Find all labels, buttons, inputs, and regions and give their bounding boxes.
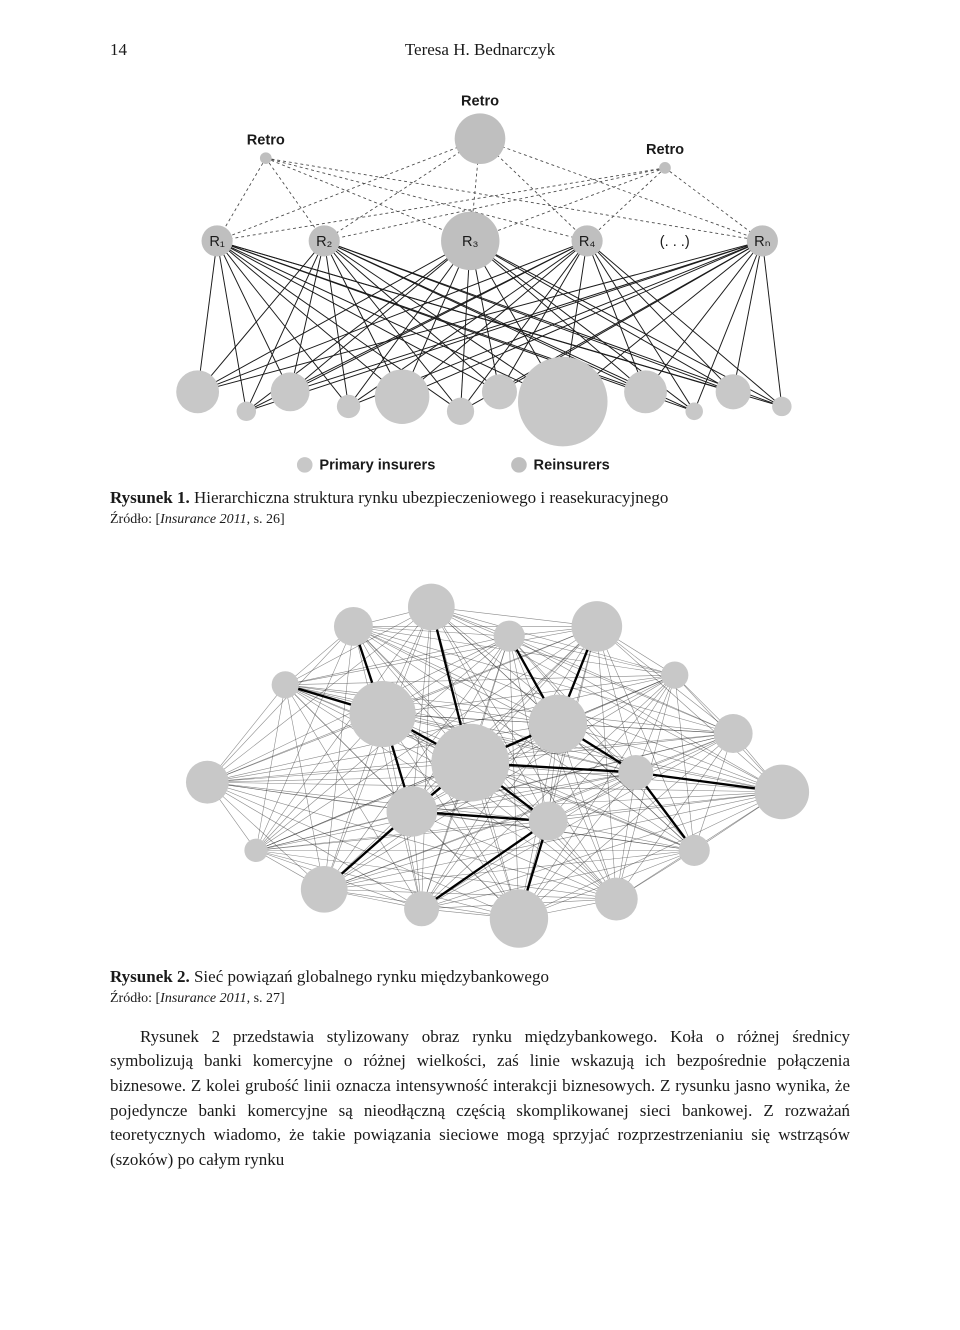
figure-2-source: Źródło: [Insurance 2011, s. 27] (110, 991, 850, 1007)
figure-2: Rysunek 2. Sieć powiązań globalnego rynk… (110, 568, 850, 1006)
body-paragraph: Rysunek 2 przedstawia stylizowany obraz … (110, 1025, 850, 1173)
svg-text:Reinsurers: Reinsurers (534, 458, 610, 474)
figure-1-svg: Retro Retro Retro R₁ R₂ R₃ R₄ (. . .) Rₙ Primary … (110, 90, 850, 479)
figure-1-source: Źródło: [Insurance 2011, s. 26] (110, 512, 850, 528)
svg-text:R₁: R₁ (209, 234, 225, 250)
figure-1-label: Rysunek 1. (110, 488, 190, 507)
svg-text:R₄: R₄ (579, 234, 596, 250)
figure-1-caption: Rysunek 1. Hierarchiczna struktura rynku… (110, 487, 850, 510)
svg-text:Primary insurers: Primary insurers (319, 458, 435, 474)
running-author: Teresa H. Bednarczyk (150, 40, 850, 60)
figure-1: Retro Retro Retro R₁ R₂ R₃ R₄ (. . .) Rₙ Primary … (110, 90, 850, 528)
running-head: 14 Teresa H. Bednarczyk (110, 40, 850, 60)
figure-2-caption-text: Sieć powiązań globalnego rynku międzyban… (194, 967, 549, 986)
svg-text:Rₙ: Rₙ (754, 234, 771, 250)
figure-2-svg (110, 568, 850, 957)
figure-1-caption-text: Hierarchiczna struktura rynku ubezpiecze… (194, 488, 668, 507)
svg-text:Retro: Retro (646, 142, 684, 158)
paragraph-text: Rysunek 2 przedstawia stylizowany obraz … (110, 1025, 850, 1173)
svg-text:(. . .): (. . .) (660, 234, 690, 250)
figure-2-caption: Rysunek 2. Sieć powiązań globalnego rynk… (110, 966, 850, 989)
svg-text:R₂: R₂ (316, 234, 332, 250)
figure-2-label: Rysunek 2. (110, 967, 190, 986)
svg-text:R₃: R₃ (462, 234, 479, 250)
svg-text:Retro: Retro (461, 94, 499, 110)
svg-text:Retro: Retro (247, 133, 285, 149)
page-number: 14 (110, 40, 150, 60)
